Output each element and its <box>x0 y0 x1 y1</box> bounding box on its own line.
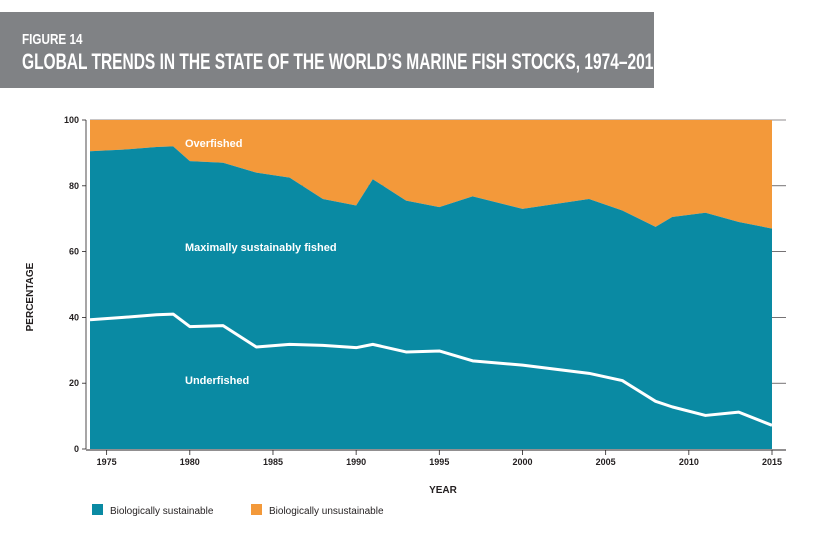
y-tick-label-60: 60 <box>69 247 79 257</box>
x-axis-title: YEAR <box>429 485 458 496</box>
y-tick-label-20: 20 <box>69 378 79 388</box>
y-axis-title: PERCENTAGE <box>25 262 36 331</box>
area-biologically-unsustainable <box>90 120 772 229</box>
axis-layer: 0 20 40 60 80 100 1975 1980 1985 1990 1995 2000 2005… <box>64 115 786 467</box>
area-layer <box>89 120 773 449</box>
overfished-label: Overfished <box>185 138 242 150</box>
x-tick-label-2000: 2000 <box>512 457 532 467</box>
y-tick-label-80: 80 <box>69 181 79 191</box>
legend-swatch-unsustainable <box>251 504 262 515</box>
area-biologically-sustainable <box>90 146 772 449</box>
x-tick-label-2005: 2005 <box>596 457 616 467</box>
maximally-sustainably-fished-label: Maximally sustainably fished <box>185 242 337 254</box>
underfished-label: Underfished <box>185 375 249 387</box>
legend-label-sustainable: Biologically sustainable <box>110 506 214 517</box>
legend-swatch-sustainable <box>92 504 103 515</box>
figure-header: FIGURE 14 GLOBAL TRENDS IN THE STATE OF … <box>0 12 662 88</box>
x-tick-label-2015: 2015 <box>762 457 782 467</box>
x-tick-label-1980: 1980 <box>180 457 200 467</box>
x-tick-label-1985: 1985 <box>263 457 283 467</box>
x-tick-label-1995: 1995 <box>429 457 449 467</box>
y-tick-label-0: 0 <box>74 444 79 454</box>
legend: Biologically sustainable Biologically un… <box>92 504 384 517</box>
figure-number: FIGURE 14 <box>22 31 83 48</box>
legend-label-unsustainable: Biologically unsustainable <box>269 506 384 517</box>
y-tick-label-100: 100 <box>64 115 79 125</box>
underfished-line <box>89 312 773 427</box>
x-tick-label-1975: 1975 <box>97 457 117 467</box>
x-tick-label-2010: 2010 <box>679 457 699 467</box>
x-tick-label-1990: 1990 <box>346 457 366 467</box>
y-tick-label-40: 40 <box>69 312 79 322</box>
figure-title: GLOBAL TRENDS IN THE STATE OF THE WORLD’… <box>22 49 663 74</box>
